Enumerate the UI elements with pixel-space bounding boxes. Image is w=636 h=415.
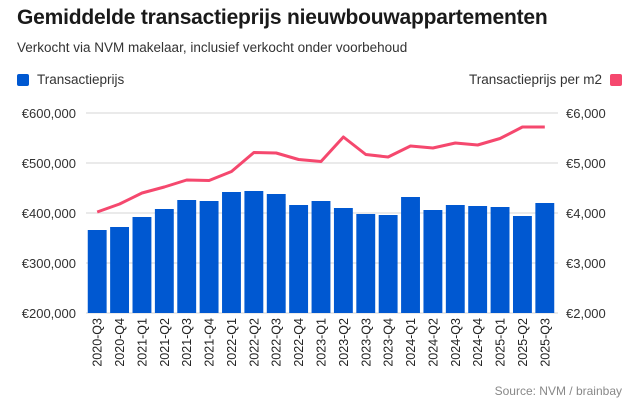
bar <box>266 194 286 313</box>
right-tick-label: €5,000 <box>566 156 606 171</box>
right-tick-label: €3,000 <box>566 256 606 271</box>
legend-swatch-line <box>610 73 622 86</box>
source-note: Source: NVM / brainbay <box>494 384 622 398</box>
x-tick-label: 2021-Q2 <box>158 318 172 367</box>
bar <box>289 205 309 313</box>
x-tick-label: 2024-Q4 <box>471 318 485 367</box>
legend-swatch-bar <box>17 73 29 86</box>
x-tick-label: 2022-Q3 <box>270 318 284 367</box>
right-tick-label: €2,000 <box>566 306 606 321</box>
chart-subtitle: Verkocht via NVM makelaar, inclusief ver… <box>17 40 408 55</box>
x-tick-label: 2023-Q1 <box>315 318 329 367</box>
legend-item-transactieprijs-per-m2: Transactieprijs per m2 <box>469 72 622 87</box>
x-tick-label: 2024-Q3 <box>449 318 463 367</box>
bar <box>445 205 465 313</box>
left-axis-ticks: €200,000 €300,000 €400,000 €500,000 €600,000 <box>22 106 76 321</box>
legend-label-transactieprijs: Transactieprijs <box>37 72 125 87</box>
bar <box>512 216 532 313</box>
bar <box>423 210 443 313</box>
bar <box>154 209 174 313</box>
bar <box>468 206 488 313</box>
left-tick-label: €400,000 <box>22 206 76 221</box>
bar <box>311 201 331 313</box>
right-tick-label: €6,000 <box>566 106 606 121</box>
bar <box>87 230 107 313</box>
line-series-path <box>96 125 545 214</box>
left-tick-label: €200,000 <box>22 306 76 321</box>
right-tick-label: €4,000 <box>566 206 606 221</box>
x-tick-label: 2025-Q3 <box>538 318 552 367</box>
bar <box>110 227 130 313</box>
chart-title: Gemiddelde transactieprijs nieuwbouwappa… <box>17 6 548 29</box>
bar <box>222 192 241 313</box>
x-tick-label: 2020-Q4 <box>113 318 127 367</box>
x-tick-label: 2025-Q2 <box>516 318 530 367</box>
bar <box>356 214 376 313</box>
bar <box>490 207 510 313</box>
bar-series <box>87 191 555 313</box>
legend-item-transactieprijs: Transactieprijs <box>17 72 124 87</box>
line-series <box>96 125 545 214</box>
bar <box>132 217 152 313</box>
x-axis-ticks: 2020-Q3 2020-Q4 2021-Q1 2021-Q2 2021-Q3 2021-… <box>91 318 553 367</box>
bar <box>333 208 353 313</box>
bar <box>378 215 398 313</box>
left-tick-label: €600,000 <box>22 106 76 121</box>
bar <box>244 191 264 313</box>
bar <box>199 201 219 313</box>
x-tick-label: 2021-Q1 <box>135 318 149 367</box>
bar <box>177 200 197 313</box>
x-tick-label: 2024-Q2 <box>426 318 440 367</box>
left-tick-label: €500,000 <box>22 156 76 171</box>
x-tick-label: 2023-Q3 <box>359 318 373 367</box>
x-tick-label: 2022-Q4 <box>292 318 306 367</box>
x-tick-label: 2023-Q4 <box>382 318 396 367</box>
x-tick-label: 2025-Q1 <box>494 318 508 367</box>
bar <box>401 197 420 313</box>
left-tick-label: €300,000 <box>22 256 76 271</box>
x-tick-label: 2022-Q1 <box>225 318 239 367</box>
x-tick-label: 2022-Q2 <box>247 318 261 367</box>
x-tick-label: 2021-Q4 <box>203 318 217 367</box>
bar <box>535 203 555 313</box>
x-tick-label: 2024-Q1 <box>404 318 418 367</box>
right-axis-ticks: €2,000 €3,000 €4,000 €5,000 €6,000 <box>566 106 606 321</box>
x-tick-label: 2021-Q3 <box>180 318 194 367</box>
x-tick-label: 2023-Q2 <box>337 318 351 367</box>
x-tick-label: 2020-Q3 <box>91 318 105 367</box>
legend-label-transactieprijs-per-m2: Transactieprijs per m2 <box>468 72 602 87</box>
